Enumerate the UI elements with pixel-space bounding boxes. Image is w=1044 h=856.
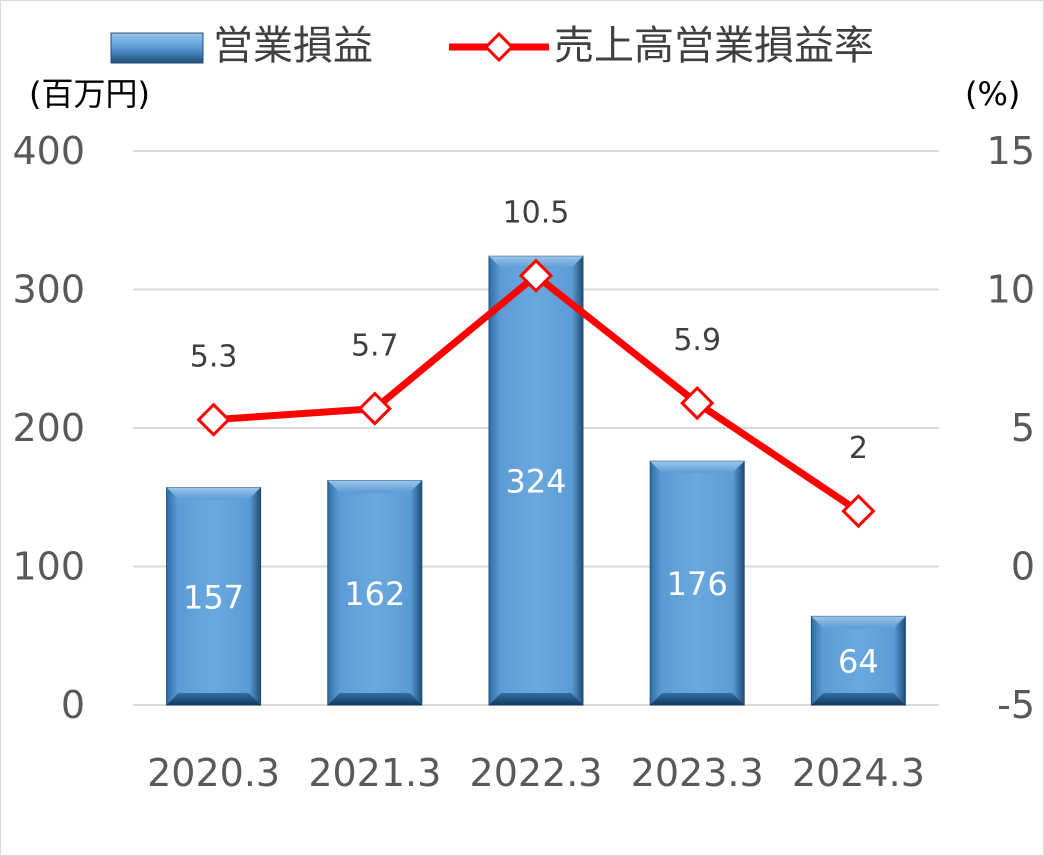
- left-axis-tick-label: 100: [12, 545, 85, 589]
- bar-data-label: 176: [667, 565, 728, 603]
- bar-bottom-bevel: [166, 693, 261, 705]
- legend-label-line: 売上高営業損益率: [554, 23, 874, 69]
- right-axis-tick-label: 10: [987, 268, 1035, 312]
- bar: 157: [166, 487, 262, 706]
- bar-body: [327, 480, 423, 706]
- bar-top-bevel: [327, 480, 422, 493]
- left-axis-tick-label: 0: [61, 683, 85, 727]
- bar-top-bevel: [811, 616, 906, 629]
- ratio-line: 5.3 5.7 10.5 5.9 2: [190, 196, 876, 529]
- ratio-marker: [518, 258, 554, 293]
- bar: 162: [327, 480, 423, 706]
- ratio-marker: [196, 402, 231, 437]
- category-label: 2021.3: [308, 751, 441, 795]
- category-label: 2022.3: [470, 751, 603, 795]
- right-axis-tick-label: -5: [997, 683, 1035, 727]
- left-axis-unit-label: (百万円): [29, 75, 150, 113]
- bar-bottom-bevel: [327, 693, 422, 705]
- bar: 64: [810, 615, 906, 706]
- bars: 157 162 324 176 64: [166, 255, 906, 706]
- right-axis-ticks: -5 0 5 10 15: [987, 129, 1035, 727]
- bar-top-bevel: [166, 487, 261, 500]
- bar: 176: [649, 460, 745, 706]
- ratio-data-label: 5.7: [351, 329, 399, 364]
- bar-top-bevel: [650, 461, 745, 474]
- legend: 営業損益 売上高営業損益率: [110, 23, 874, 69]
- left-axis-ticks: 0 100 200 300 400: [12, 129, 85, 727]
- bar-bottom-bevel: [650, 693, 745, 705]
- bar-bottom-bevel: [811, 693, 906, 705]
- legend-swatch-bar: [110, 32, 204, 64]
- bar-data-label: 157: [183, 578, 244, 616]
- legend-label-bar: 営業損益: [213, 23, 373, 69]
- legend-swatch-marker: [483, 31, 515, 63]
- ratio-data-label: 5.3: [190, 340, 238, 375]
- bar-data-label: 324: [505, 463, 566, 501]
- ratio-data-label: 10.5: [503, 196, 570, 231]
- right-axis-tick-label: 15: [987, 129, 1035, 173]
- bar-bottom-bevel: [489, 693, 583, 705]
- ratio-marker: [841, 493, 876, 529]
- bar-data-label: 64: [838, 643, 879, 681]
- right-axis-tick-label: 0: [1011, 545, 1035, 589]
- bar-body: [488, 255, 584, 706]
- category-label: 2024.3: [792, 751, 925, 795]
- bar-data-label: 162: [344, 575, 405, 613]
- right-axis-tick-label: 5: [1011, 406, 1035, 450]
- bar: 324: [488, 255, 584, 706]
- left-axis-tick-label: 300: [12, 268, 85, 312]
- ratio-data-label: 2: [849, 431, 868, 466]
- ratio-marker: [357, 391, 392, 426]
- category-axis-labels: 2020.3 2021.3 2022.3 2023.3 2024.3: [147, 751, 925, 795]
- category-label: 2020.3: [147, 751, 280, 795]
- ratio-marker: [680, 385, 715, 421]
- left-axis-tick-label: 400: [12, 129, 85, 173]
- left-axis-tick-label: 200: [12, 406, 85, 450]
- category-label: 2023.3: [631, 751, 764, 795]
- ratio-data-label: 5.9: [673, 323, 721, 358]
- right-axis-unit-label: (%): [965, 75, 1020, 113]
